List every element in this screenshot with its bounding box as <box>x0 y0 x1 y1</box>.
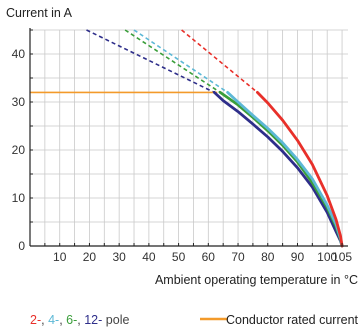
y-tick-label: 20 <box>12 143 26 157</box>
legend-pole-part: , <box>59 313 66 327</box>
x-tick-label: 30 <box>112 250 126 264</box>
x-tick-label: 60 <box>202 250 216 264</box>
legend: 2-, 4-, 6-, 12- pole Conductor rated cur… <box>30 313 359 327</box>
series-4-pole-line <box>226 91 344 248</box>
series-2-pole-extrapolation <box>181 29 258 94</box>
series-6-pole-extrapolation <box>124 29 221 94</box>
legend-pole-part: pole <box>102 313 129 327</box>
legend-pole-part: , <box>41 313 48 327</box>
y-tick-label: 10 <box>12 191 26 205</box>
series-4-pole-extrapolation <box>133 29 229 94</box>
x-tick-label: 40 <box>142 250 156 264</box>
legend-pole-part: 12- <box>84 313 102 327</box>
legend-pole-part: 2- <box>30 313 41 327</box>
legend-rated-current-label: Conductor rated current <box>226 313 359 327</box>
x-tick-label: 70 <box>231 250 245 264</box>
x-tick-label: 100 <box>317 250 337 264</box>
series-6-pole-line <box>218 91 344 248</box>
axes <box>29 28 348 247</box>
x-tick-label: 80 <box>261 250 275 264</box>
x-tick-label: 105 <box>332 250 352 264</box>
y-tick-label: 40 <box>12 47 26 61</box>
series-layer <box>30 29 344 248</box>
x-tick-label: 90 <box>291 250 305 264</box>
y-tick-label: 30 <box>12 95 26 109</box>
legend-pole-part: 6- <box>66 313 77 327</box>
series-12-pole-extrapolation <box>86 29 215 94</box>
legend-pole-text: 2-, 4-, 6-, 12- pole <box>30 313 129 327</box>
x-tick-label: 20 <box>83 250 97 264</box>
x-axis-title: Ambient operating temperature in °C <box>155 273 358 287</box>
x-tick-label: 50 <box>172 250 186 264</box>
y-tick-label: 0 <box>18 239 25 253</box>
legend-pole-part: , <box>77 313 84 327</box>
legend-pole-part: 4- <box>48 313 59 327</box>
x-tick-label: 10 <box>53 250 67 264</box>
series-2-pole-line <box>255 91 344 248</box>
grid <box>30 29 348 246</box>
y-axis-title: Current in A <box>6 6 73 20</box>
